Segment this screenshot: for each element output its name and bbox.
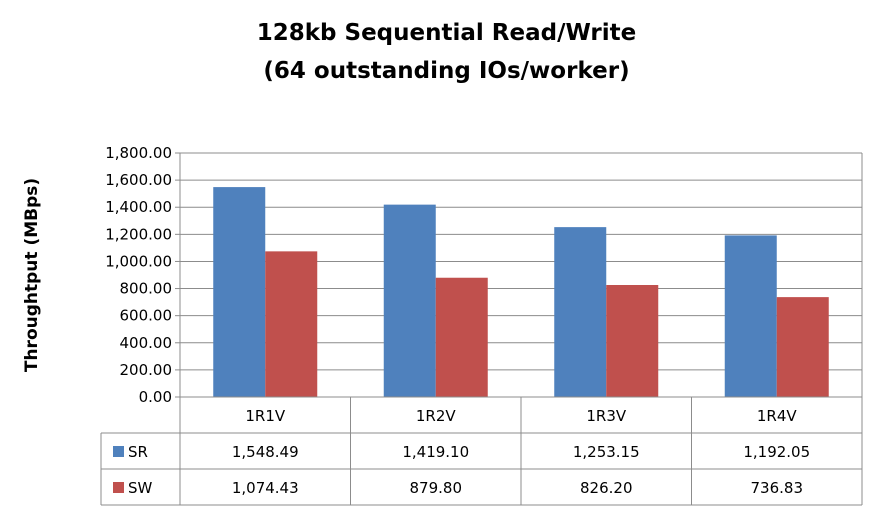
data-label: 1,074.43 (232, 479, 299, 497)
y-tick-label: 0.00 (139, 388, 172, 406)
chart-title-line-1: 128kb Sequential Read/Write (256, 20, 637, 46)
bar-sw (435, 277, 488, 397)
bar-sr (383, 204, 436, 397)
data-label: 879.80 (410, 479, 463, 497)
y-tick-label: 1,200.00 (105, 225, 172, 243)
y-tick-label: 1,400.00 (105, 198, 172, 216)
bar-sw (776, 297, 829, 397)
bar-sr (554, 227, 607, 397)
y-tick-label: 800.00 (120, 280, 173, 298)
y-tick-label: 1,000.00 (105, 252, 172, 270)
legend-key-sw (113, 482, 124, 493)
legend-label: SR (128, 443, 148, 461)
x-tick-label: 1R2V (416, 407, 457, 425)
data-label: 1,419.10 (402, 443, 469, 461)
bar-sr (213, 187, 266, 397)
data-label: 1,192.05 (743, 443, 810, 461)
data-label: 1,253.15 (573, 443, 640, 461)
bar-sw (265, 251, 318, 397)
legend-label: SW (128, 479, 153, 497)
y-axis-label: Throughtput (MBps) (22, 178, 42, 372)
x-tick-label: 1R4V (757, 407, 798, 425)
x-tick-label: 1R3V (586, 407, 627, 425)
data-label: 736.83 (751, 479, 804, 497)
chart-title: 128kb Sequential Read/Write (64 outstand… (0, 14, 893, 90)
y-tick-label: 1,600.00 (105, 171, 172, 189)
data-label: 826.20 (580, 479, 633, 497)
y-tick-label: 400.00 (120, 334, 173, 352)
data-label: 1,548.49 (232, 443, 299, 461)
chart-title-line-2: (64 outstanding IOs/worker) (263, 58, 630, 84)
x-tick-label: 1R1V (245, 407, 286, 425)
y-tick-label: 1,800.00 (105, 144, 172, 162)
y-tick-label: 200.00 (120, 361, 173, 379)
bar-sr (724, 235, 777, 397)
bar-sw (606, 285, 659, 397)
y-tick-label: 600.00 (120, 307, 173, 325)
legend-key-sr (113, 446, 124, 457)
